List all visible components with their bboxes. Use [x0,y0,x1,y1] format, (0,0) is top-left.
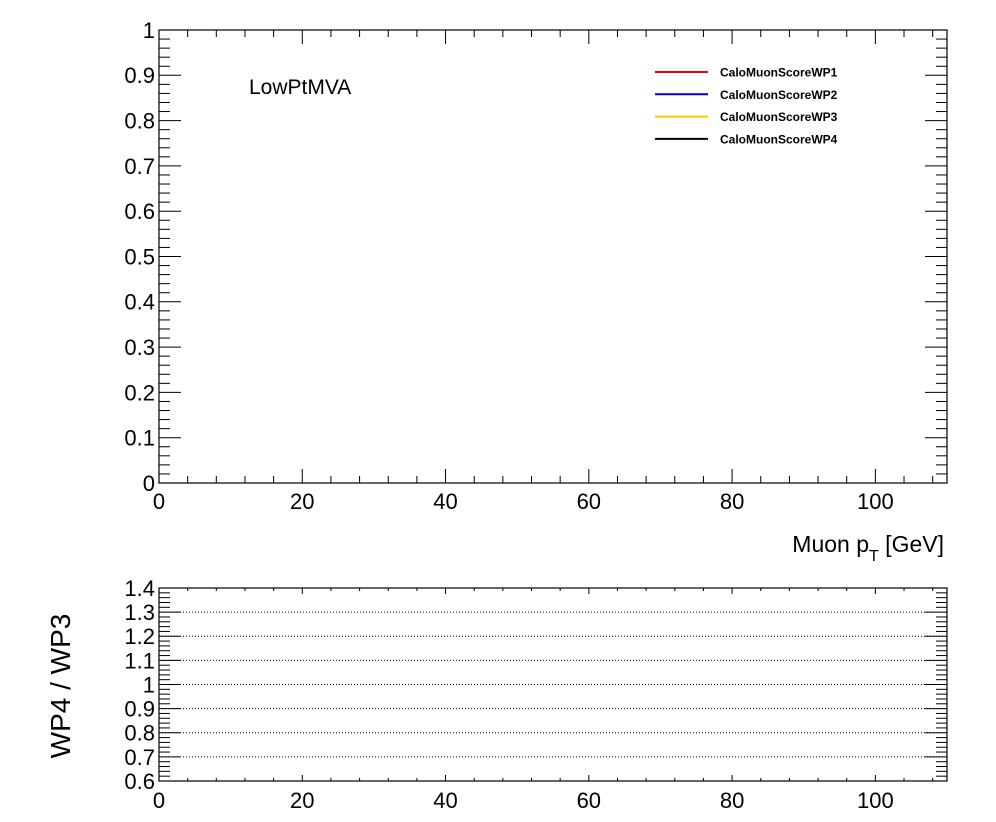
y-tick-label: 1 [143,18,155,43]
x-tick-label: 0 [153,489,165,514]
y-tick-label: 0.4 [124,290,155,315]
y-tick-label: 1.3 [124,600,155,625]
y-tick-label: 0.8 [124,109,155,134]
y-tick-label: 0 [143,471,155,496]
y-tick-label: 0.9 [124,63,155,88]
x-tick-label: 20 [290,489,314,514]
x-tick-label: 100 [857,788,894,813]
legend: CaloMuonScoreWP1 CaloMuonScoreWP2 CaloMuon… [655,66,838,146]
x-tick-label: 80 [720,788,744,813]
y-tick-label: 0.2 [124,380,155,405]
y-tick-label: 0.8 [124,721,155,746]
y-tick-label: 0.6 [124,769,155,794]
x-tick-label: 60 [577,788,601,813]
y-tick-label: 0.5 [124,244,155,269]
y-tick-label: 0.6 [124,199,155,224]
legend-label: CaloMuonScoreWP4 [720,132,838,146]
x-tick-label: 100 [857,489,894,514]
y-tick-label: 1.2 [124,624,155,649]
y-tick-label: 0.9 [124,697,155,722]
x-tick-label: 40 [433,788,457,813]
legend-label: CaloMuonScoreWP3 [720,110,838,124]
legend-label: CaloMuonScoreWP2 [720,88,838,102]
x-axis-label: Muon pT [GeV] [792,531,944,565]
y-tick-label: 1 [143,672,155,697]
ratio-y-axis-label: WP4 / WP3 [45,614,76,759]
x-tick-label: 20 [290,788,314,813]
y-tick-label: 0.7 [124,154,155,179]
y-tick-label: 0.3 [124,335,155,360]
x-tick-label: 60 [577,489,601,514]
y-tick-label: 1.4 [124,576,155,601]
x-tick-label: 0 [153,788,165,813]
main-plot-panel: LowPtMVA Muon pT [GeV] CaloMuonScoreWP1C… [124,18,948,565]
legend-label: CaloMuonScoreWP1 [720,66,838,80]
ratio-plot-panel: WP4 / WP3 0 20 40 60 80 1000.60.70.80.911.11.… [45,576,948,813]
y-tick-label: 1.1 [124,648,155,673]
y-tick-label: 0.7 [124,745,155,770]
y-tick-label: 0.1 [124,426,155,451]
x-tick-label: 40 [433,489,457,514]
x-tick-label: 80 [720,489,744,514]
plot-annotation: LowPtMVA [249,76,351,99]
